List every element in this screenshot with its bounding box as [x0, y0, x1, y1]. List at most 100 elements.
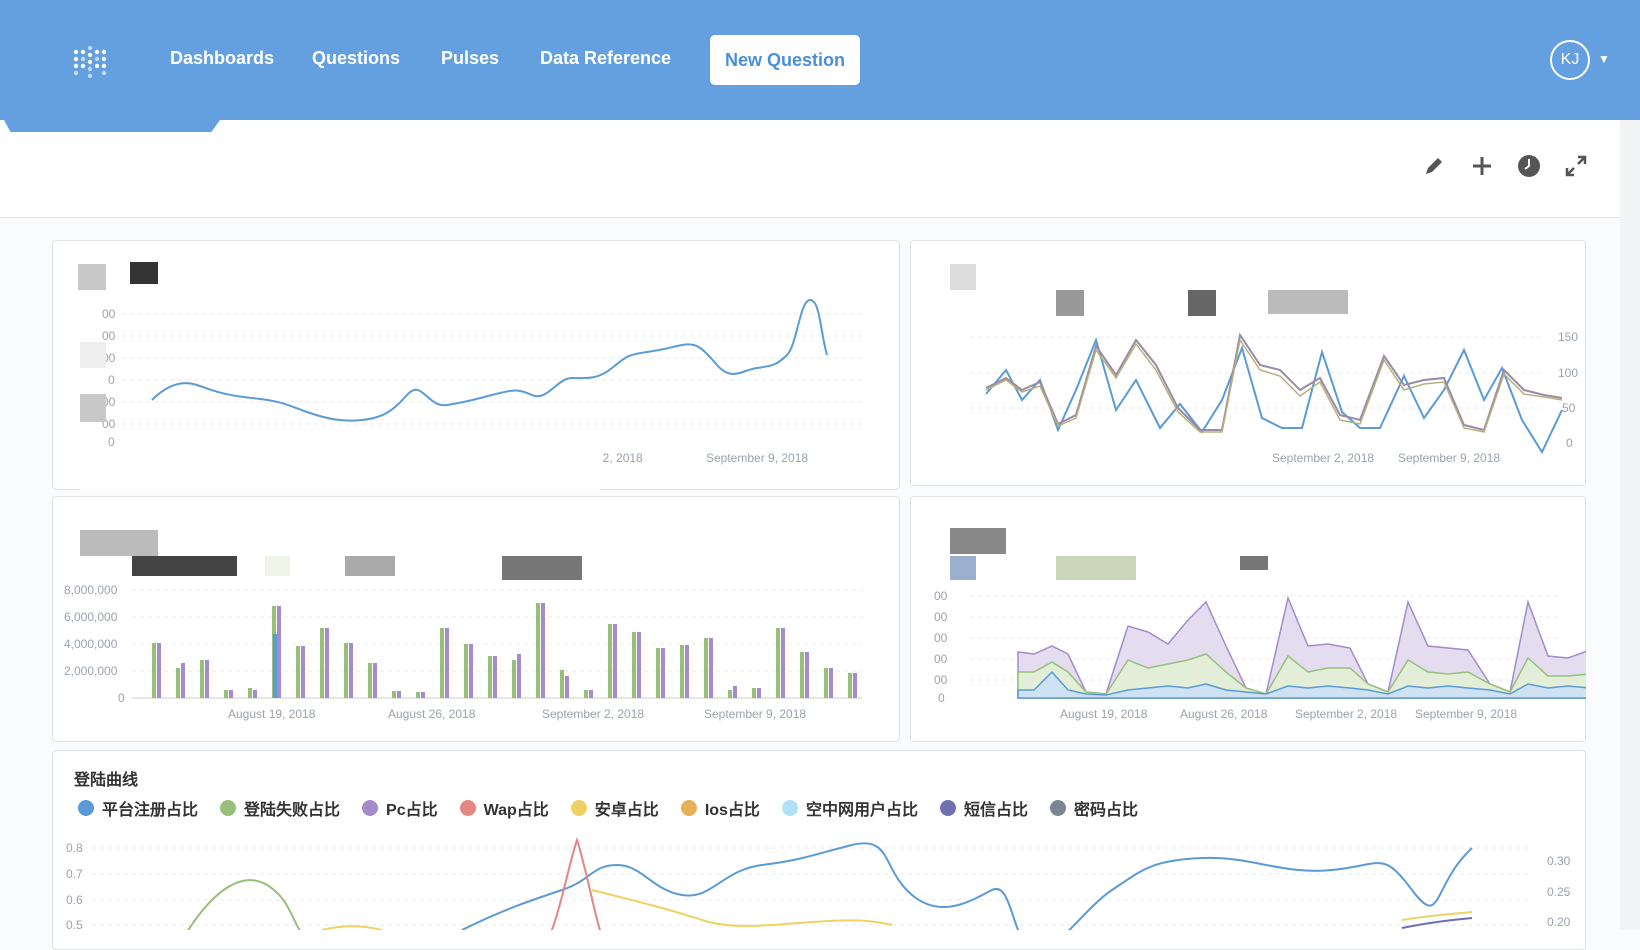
series-line-android	[321, 889, 1473, 930]
nav-dashboards[interactable]: Dashboards	[170, 48, 275, 68]
bar-chart: 8,000,000 6,000,000 4,000,000 2,000,000 …	[64, 583, 862, 721]
bar	[752, 688, 756, 698]
bar	[320, 628, 324, 698]
nav-data-reference[interactable]: Data Reference	[540, 48, 672, 68]
bar	[709, 638, 713, 698]
redacted-block	[950, 264, 976, 290]
x-tick: August 19, 2018	[1060, 707, 1148, 721]
nav-pulses[interactable]: Pulses	[441, 48, 500, 68]
y-tick: 00	[102, 329, 116, 343]
line-chart-top-right: 150 100 50 0 September 2, 2018 September…	[970, 330, 1578, 465]
legend-item[interactable]: 安卓占比	[570, 796, 659, 820]
y-tick-right: 0.30	[1547, 854, 1571, 868]
clock-icon[interactable]	[1515, 152, 1543, 180]
bar	[253, 690, 257, 698]
redacted-block	[345, 556, 395, 576]
x-tick: September 9, 2018	[1415, 707, 1517, 721]
redacted-block	[80, 394, 106, 422]
legend-item[interactable]: 空中网用户占比	[781, 796, 918, 820]
chart-legend: 平台注册占比 登陆失败占比 Pc占比 Wap占比 安卓占比 Ios占比 空中网用…	[78, 796, 1138, 820]
bar	[368, 663, 372, 698]
legend-item[interactable]: 平台注册占比	[78, 796, 198, 820]
series-line-platform	[461, 842, 1473, 930]
bar	[733, 686, 737, 698]
bar	[824, 668, 828, 698]
x-tick: September 2, 2018	[542, 707, 644, 721]
y-tick: 00	[934, 631, 948, 645]
metabase-logo-icon[interactable]	[72, 42, 108, 78]
bar	[157, 643, 161, 698]
legend-dot	[570, 800, 587, 816]
y-tick: 00	[934, 610, 948, 624]
y-tick: 00	[934, 673, 948, 687]
x-tick: September 2, 2018	[1295, 707, 1397, 721]
legend-label: Ios占比	[704, 802, 760, 819]
bar	[517, 654, 521, 698]
legend-label: 短信占比	[963, 802, 1028, 819]
bar	[205, 660, 209, 698]
chevron-down-icon[interactable]: ▼	[1598, 52, 1610, 66]
legend-label: 平台注册占比	[102, 802, 199, 819]
redacted-block	[502, 556, 582, 580]
avatar[interactable]: KJ	[1550, 40, 1590, 80]
legend-label: Pc占比	[386, 802, 438, 819]
bar	[781, 628, 785, 698]
new-question-button[interactable]: New Question	[710, 35, 860, 85]
bar	[560, 670, 564, 698]
bar	[589, 690, 593, 698]
bar-chart-card	[52, 496, 900, 742]
bar	[848, 673, 852, 698]
y-tick-right: 100	[1558, 366, 1578, 380]
redacted-block	[78, 264, 106, 290]
bar	[608, 624, 612, 698]
legend-item[interactable]: Ios占比	[680, 796, 760, 820]
series-line-sms	[1401, 917, 1473, 929]
redacted-block	[265, 556, 290, 576]
bar	[536, 603, 540, 698]
redacted-block	[950, 556, 976, 580]
nav-questions[interactable]: Questions	[312, 48, 401, 68]
legend-dot	[362, 800, 379, 816]
legend-item[interactable]: Wap占比	[459, 796, 549, 820]
y-tick: 6,000,000	[64, 610, 118, 624]
y-tick: 0	[118, 691, 125, 705]
bar	[776, 628, 780, 698]
legend-item[interactable]: 短信占比	[939, 796, 1028, 820]
bar	[613, 624, 617, 698]
scrollbar-track[interactable]	[1620, 120, 1640, 930]
legend-label: Wap占比	[483, 802, 549, 819]
pencil-icon[interactable]	[1420, 152, 1448, 180]
y-tick-right: 0.20	[1547, 915, 1571, 929]
header-tab-notch	[4, 120, 220, 132]
area-blue	[1017, 670, 1586, 699]
legend-label: 密码占比	[1073, 802, 1138, 819]
legend-item[interactable]: 密码占比	[1049, 796, 1138, 820]
x-tick: August 19, 2018	[228, 707, 316, 721]
legend-item[interactable]: 登陆失败占比	[220, 796, 340, 820]
x-tick: August 26, 2018	[388, 707, 476, 721]
series-line-olive	[985, 338, 1563, 433]
bar	[685, 645, 689, 698]
redacted-block	[1268, 290, 1348, 314]
redacted-block	[130, 262, 158, 284]
area-chart-card	[910, 496, 1586, 742]
expand-icon[interactable]	[1562, 152, 1590, 180]
bar	[805, 652, 809, 698]
x-tick: August 26, 2018	[1180, 707, 1268, 721]
bar	[632, 632, 636, 698]
y-tick: 0	[108, 373, 115, 387]
bar	[440, 628, 444, 698]
bar	[273, 634, 277, 698]
bar	[728, 690, 732, 698]
bar	[464, 644, 468, 698]
y-tick: 0	[108, 435, 115, 449]
plus-icon[interactable]	[1468, 152, 1496, 180]
bar	[152, 643, 156, 698]
legend-dot	[459, 800, 476, 816]
y-tick: 0.7	[66, 867, 83, 881]
login-curve-chart: 0.8 0.7 0.6 0.5 0.30 0.25 0.20	[66, 836, 1571, 930]
legend-item[interactable]: Pc占比	[362, 796, 438, 820]
x-tick: September 9, 2018	[706, 451, 808, 465]
legend-label: 登陆失败占比	[244, 802, 341, 819]
bar	[349, 643, 353, 698]
